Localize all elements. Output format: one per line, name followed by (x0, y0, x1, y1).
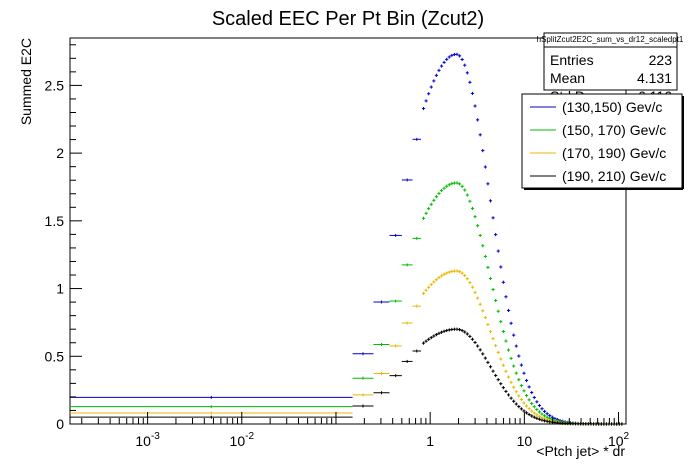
y-tick-label-4: 2 (56, 145, 64, 161)
legend-label-1: (150, 170) Gev/c (562, 122, 666, 138)
stats-mean-label: Mean (550, 70, 585, 86)
chart-title: Scaled EEC Per Pt Bin (Zcut2) (212, 8, 484, 30)
y-tick-label-1: 0.5 (45, 348, 65, 364)
stats-entries-value: 223 (649, 52, 673, 68)
legend-label-0: (130,150) Gev/c (562, 99, 662, 115)
stats-box-title: hSplitZcut2E2C_sum_vs_dr12_scaledpt1 (537, 35, 684, 44)
legend-label-2: (170, 190) Gev/c (562, 145, 666, 161)
x-tick-label-3: 10 (517, 433, 533, 449)
y-tick-label-5: 2.5 (45, 77, 65, 93)
y-tick-label-3: 1.5 (45, 213, 65, 229)
series-3 (70, 327, 624, 426)
x-tick-label-0: 10-3 (135, 431, 160, 449)
legend-frame (521, 93, 683, 189)
legend-label-3: (190, 210) Gev/c (562, 168, 666, 184)
stats-entries-label: Entries (550, 52, 594, 68)
plot-frame (69, 37, 627, 425)
x-axis: 10-3 10-2 1 10 102 (81, 412, 630, 449)
x-tick-label-4: 102 (608, 431, 630, 449)
plot-area (69, 37, 627, 426)
x-tick-label-1: 10-2 (230, 431, 255, 449)
y-axis: 0 0.5 1 1.5 2 2.5 (45, 44, 82, 432)
x-tick-label-2: 1 (426, 433, 434, 449)
y-tick-label-0: 0 (56, 416, 64, 432)
y-tick-label-2: 1 (56, 281, 64, 297)
stats-box-frame (543, 32, 678, 91)
x-axis-label: <Ptch jet> * dr (536, 443, 625, 459)
stats-mean-value: 4.131 (637, 70, 672, 86)
legend: (130,150) Gev/c (150, 170) Gev/c (170, 190… (521, 93, 684, 190)
y-axis-label: Summed E2C (18, 38, 34, 125)
